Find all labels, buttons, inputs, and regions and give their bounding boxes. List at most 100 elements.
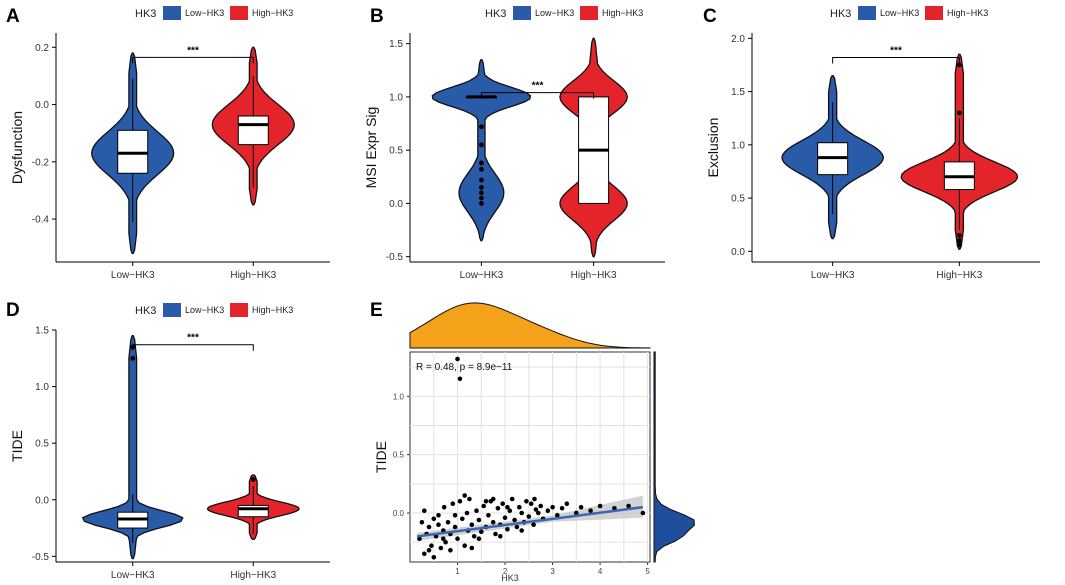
panel-c-legend-label-high: High−HK3 bbox=[947, 8, 988, 18]
panel-e-scatter-point bbox=[429, 543, 434, 548]
panel-e-scatter-chart: 0.0 0.5 1.0 1 2 3 4 5 HK3 TIDE R = 0.48, p = 8.9e−… bbox=[373, 302, 695, 583]
panel-e-scatter-point bbox=[448, 548, 453, 553]
panel-a-x-tick-label: High−HK3 bbox=[230, 270, 276, 281]
panel-e-correlation-annotation: R = 0.48, p = 8.9e−11 bbox=[416, 362, 513, 373]
panel-e-scatter-point bbox=[422, 551, 427, 557]
panel-b-legend-label-low: Low−HK3 bbox=[535, 8, 574, 18]
panel-e-scatter-point bbox=[419, 520, 425, 525]
panel-e-scatter-point bbox=[507, 508, 513, 513]
panel-b-outlier-point bbox=[479, 195, 484, 201]
panel-e-scatter-point bbox=[417, 536, 422, 541]
panel-a-y-axis-label: Dysfunction bbox=[9, 111, 25, 184]
panel-label-b: B bbox=[370, 6, 384, 27]
panel-e-scatter-point bbox=[445, 520, 451, 525]
panel-e-scatter-point bbox=[483, 499, 489, 504]
panel-e-scatter-point bbox=[505, 527, 510, 532]
panel-b-legend-swatch-high bbox=[580, 6, 598, 20]
panel-a-legend-swatch-low bbox=[163, 6, 181, 20]
panel-d-x-tick-label: High−HK3 bbox=[230, 570, 276, 581]
panel-e-scatter-point bbox=[462, 543, 468, 548]
panel-b-legend-swatch-low bbox=[513, 6, 531, 20]
panel-d-legend-label-low: Low−HK3 bbox=[185, 305, 224, 315]
panel-e-y-tick-label: 1.0 bbox=[393, 392, 405, 401]
panel-d-significance-label: *** bbox=[187, 333, 199, 344]
panel-e-y-tick-label: 0.5 bbox=[393, 451, 405, 460]
panel-e-top-density bbox=[409, 302, 651, 349]
panel-a-y-tick-label: 0.2 bbox=[35, 43, 49, 54]
panel-a-x-tick-label: Low−HK3 bbox=[111, 270, 155, 281]
panel-b-outlier-point bbox=[479, 201, 484, 206]
panel-e-scatter-point bbox=[564, 501, 570, 507]
panel-a-legend-title: HK3 bbox=[135, 8, 156, 20]
panel-e-scatter-point bbox=[476, 517, 482, 523]
panel-a-legend-swatch-high bbox=[230, 6, 248, 20]
panel-e-scatter-point bbox=[545, 508, 551, 513]
panel-c-legend-swatch-high bbox=[925, 6, 943, 20]
panel-e-scatter-point bbox=[528, 501, 534, 507]
panel-c-legend-label-low: Low−HK3 bbox=[880, 8, 919, 18]
panel-e-scatter-point bbox=[533, 507, 539, 512]
panel-e-scatter-point bbox=[550, 504, 555, 510]
panel-e-scatter-point bbox=[626, 503, 631, 509]
panel-c-outlier-point bbox=[956, 238, 962, 244]
panel-d-x-tick-label: Low−HK3 bbox=[111, 570, 155, 581]
panel-b-outlier-point bbox=[479, 142, 484, 148]
panel-e-scatter-point bbox=[502, 515, 508, 520]
panel-c-y-axis-label: Exclusion bbox=[705, 118, 721, 178]
panel-e-scatter-point bbox=[471, 534, 477, 539]
panel-e-scatter-point bbox=[519, 510, 524, 516]
panel-e-scatter-point bbox=[505, 504, 510, 510]
panel-b-x-tick-label: High−HK3 bbox=[571, 270, 617, 281]
panel-e-scatter-point bbox=[588, 508, 593, 513]
panel-b-outlier-point bbox=[479, 124, 484, 130]
panel-a-significance-label: *** bbox=[187, 45, 199, 56]
panel-e-scatter-point bbox=[452, 524, 458, 530]
panel-e-scatter-point bbox=[455, 536, 460, 541]
panel-c-x-tick-label: High−HK3 bbox=[936, 270, 982, 281]
panel-c-outlier-point bbox=[956, 242, 962, 248]
panel-b-outlier-point bbox=[479, 185, 484, 190]
panel-d-legend-swatch-low bbox=[163, 303, 181, 317]
panel-e-scatter-point bbox=[476, 536, 482, 541]
panel-e-y-tick-label: 0.0 bbox=[393, 509, 405, 518]
panel-d-y-tick-label: 0.5 bbox=[35, 439, 49, 450]
panel-a-legend-label-high: High−HK3 bbox=[252, 8, 293, 18]
panel-e-scatter-point bbox=[597, 503, 603, 509]
panel-e-scatter-point bbox=[500, 501, 506, 507]
panel-e-fit-line bbox=[416, 505, 644, 538]
panel-b-y-tick-label: 0.0 bbox=[389, 199, 403, 210]
panel-c-y-tick-label: 2.0 bbox=[731, 34, 745, 45]
panel-c-significance-label: *** bbox=[890, 45, 902, 56]
panel-b-outlier-point bbox=[479, 190, 484, 196]
panel-e-scatter-point bbox=[574, 510, 579, 516]
panel-d-legend-swatch-high bbox=[230, 303, 248, 317]
panel-d-y-axis-label: TIDE bbox=[9, 430, 25, 462]
panel-e-x-tick-label: 2 bbox=[503, 567, 508, 576]
panel-e-scatter-point bbox=[531, 522, 536, 527]
panel-b-violin-chart: HK3 Low−HK3 High−HK3 -0.5 0.0 0.5 1.0 1.5 MSI Ex… bbox=[363, 6, 665, 281]
panel-c-legend-title: HK3 bbox=[830, 8, 851, 20]
panel-c-outlier-point bbox=[956, 62, 962, 68]
panel-c-y-tick-label: 1.5 bbox=[731, 87, 745, 98]
panel-e-scatter-point bbox=[479, 529, 484, 534]
panel-e-scatter-point bbox=[438, 545, 444, 551]
panel-e-scatter-point bbox=[538, 503, 543, 509]
panel-e-x-tick-label: 4 bbox=[598, 567, 603, 576]
panel-e-right-density bbox=[653, 351, 695, 563]
panel-a-violin-chart: HK3 Low−HK3 High−HK3 -0.4 -0.2 0.0 0.2 Dysfunct… bbox=[9, 6, 330, 281]
panel-c-outlier-point bbox=[956, 232, 962, 238]
panel-e-scatter-point bbox=[519, 528, 524, 533]
panel-e-x-tick-label: 3 bbox=[550, 567, 555, 576]
panel-b-x-tick-label: Low−HK3 bbox=[460, 270, 504, 281]
panel-c-outlier-point bbox=[956, 110, 962, 116]
panel-b-y-axis-label: MSI Expr Sig bbox=[363, 107, 379, 189]
panel-e-scatter-point bbox=[462, 493, 468, 498]
panel-e-scatter-point bbox=[524, 499, 529, 504]
panel-e-x-tick-label: 1 bbox=[455, 567, 460, 576]
panel-e-scatter-point bbox=[526, 514, 532, 519]
panel-e-plot-frame bbox=[409, 351, 651, 563]
panel-d-violin-low bbox=[81, 335, 184, 560]
panel-c-significance-bracket bbox=[832, 56, 960, 64]
panel-label-a: A bbox=[6, 6, 20, 27]
